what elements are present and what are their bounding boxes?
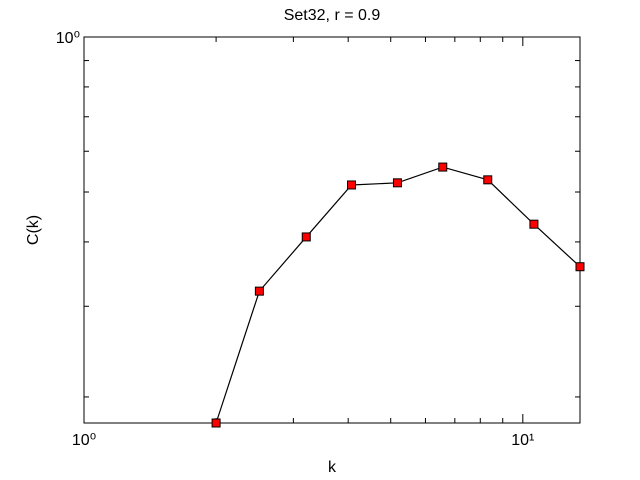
marker bbox=[346, 180, 356, 190]
marker bbox=[529, 219, 539, 229]
chart-title: Set32, r = 0.9 bbox=[284, 7, 381, 24]
marker bbox=[211, 418, 221, 428]
marker bbox=[575, 262, 585, 272]
marker bbox=[438, 162, 448, 172]
x-tick-label: 10⁰ bbox=[72, 432, 96, 449]
marker bbox=[483, 175, 493, 185]
y-tick-label: 10⁰ bbox=[56, 30, 80, 47]
plot-area bbox=[83, 36, 581, 424]
y-axis-label: C(k) bbox=[25, 215, 42, 245]
x-tick-label: 10¹ bbox=[511, 432, 534, 449]
marker bbox=[254, 286, 264, 296]
marker bbox=[301, 232, 311, 242]
marker bbox=[392, 178, 402, 188]
x-axis-label: k bbox=[328, 459, 337, 476]
